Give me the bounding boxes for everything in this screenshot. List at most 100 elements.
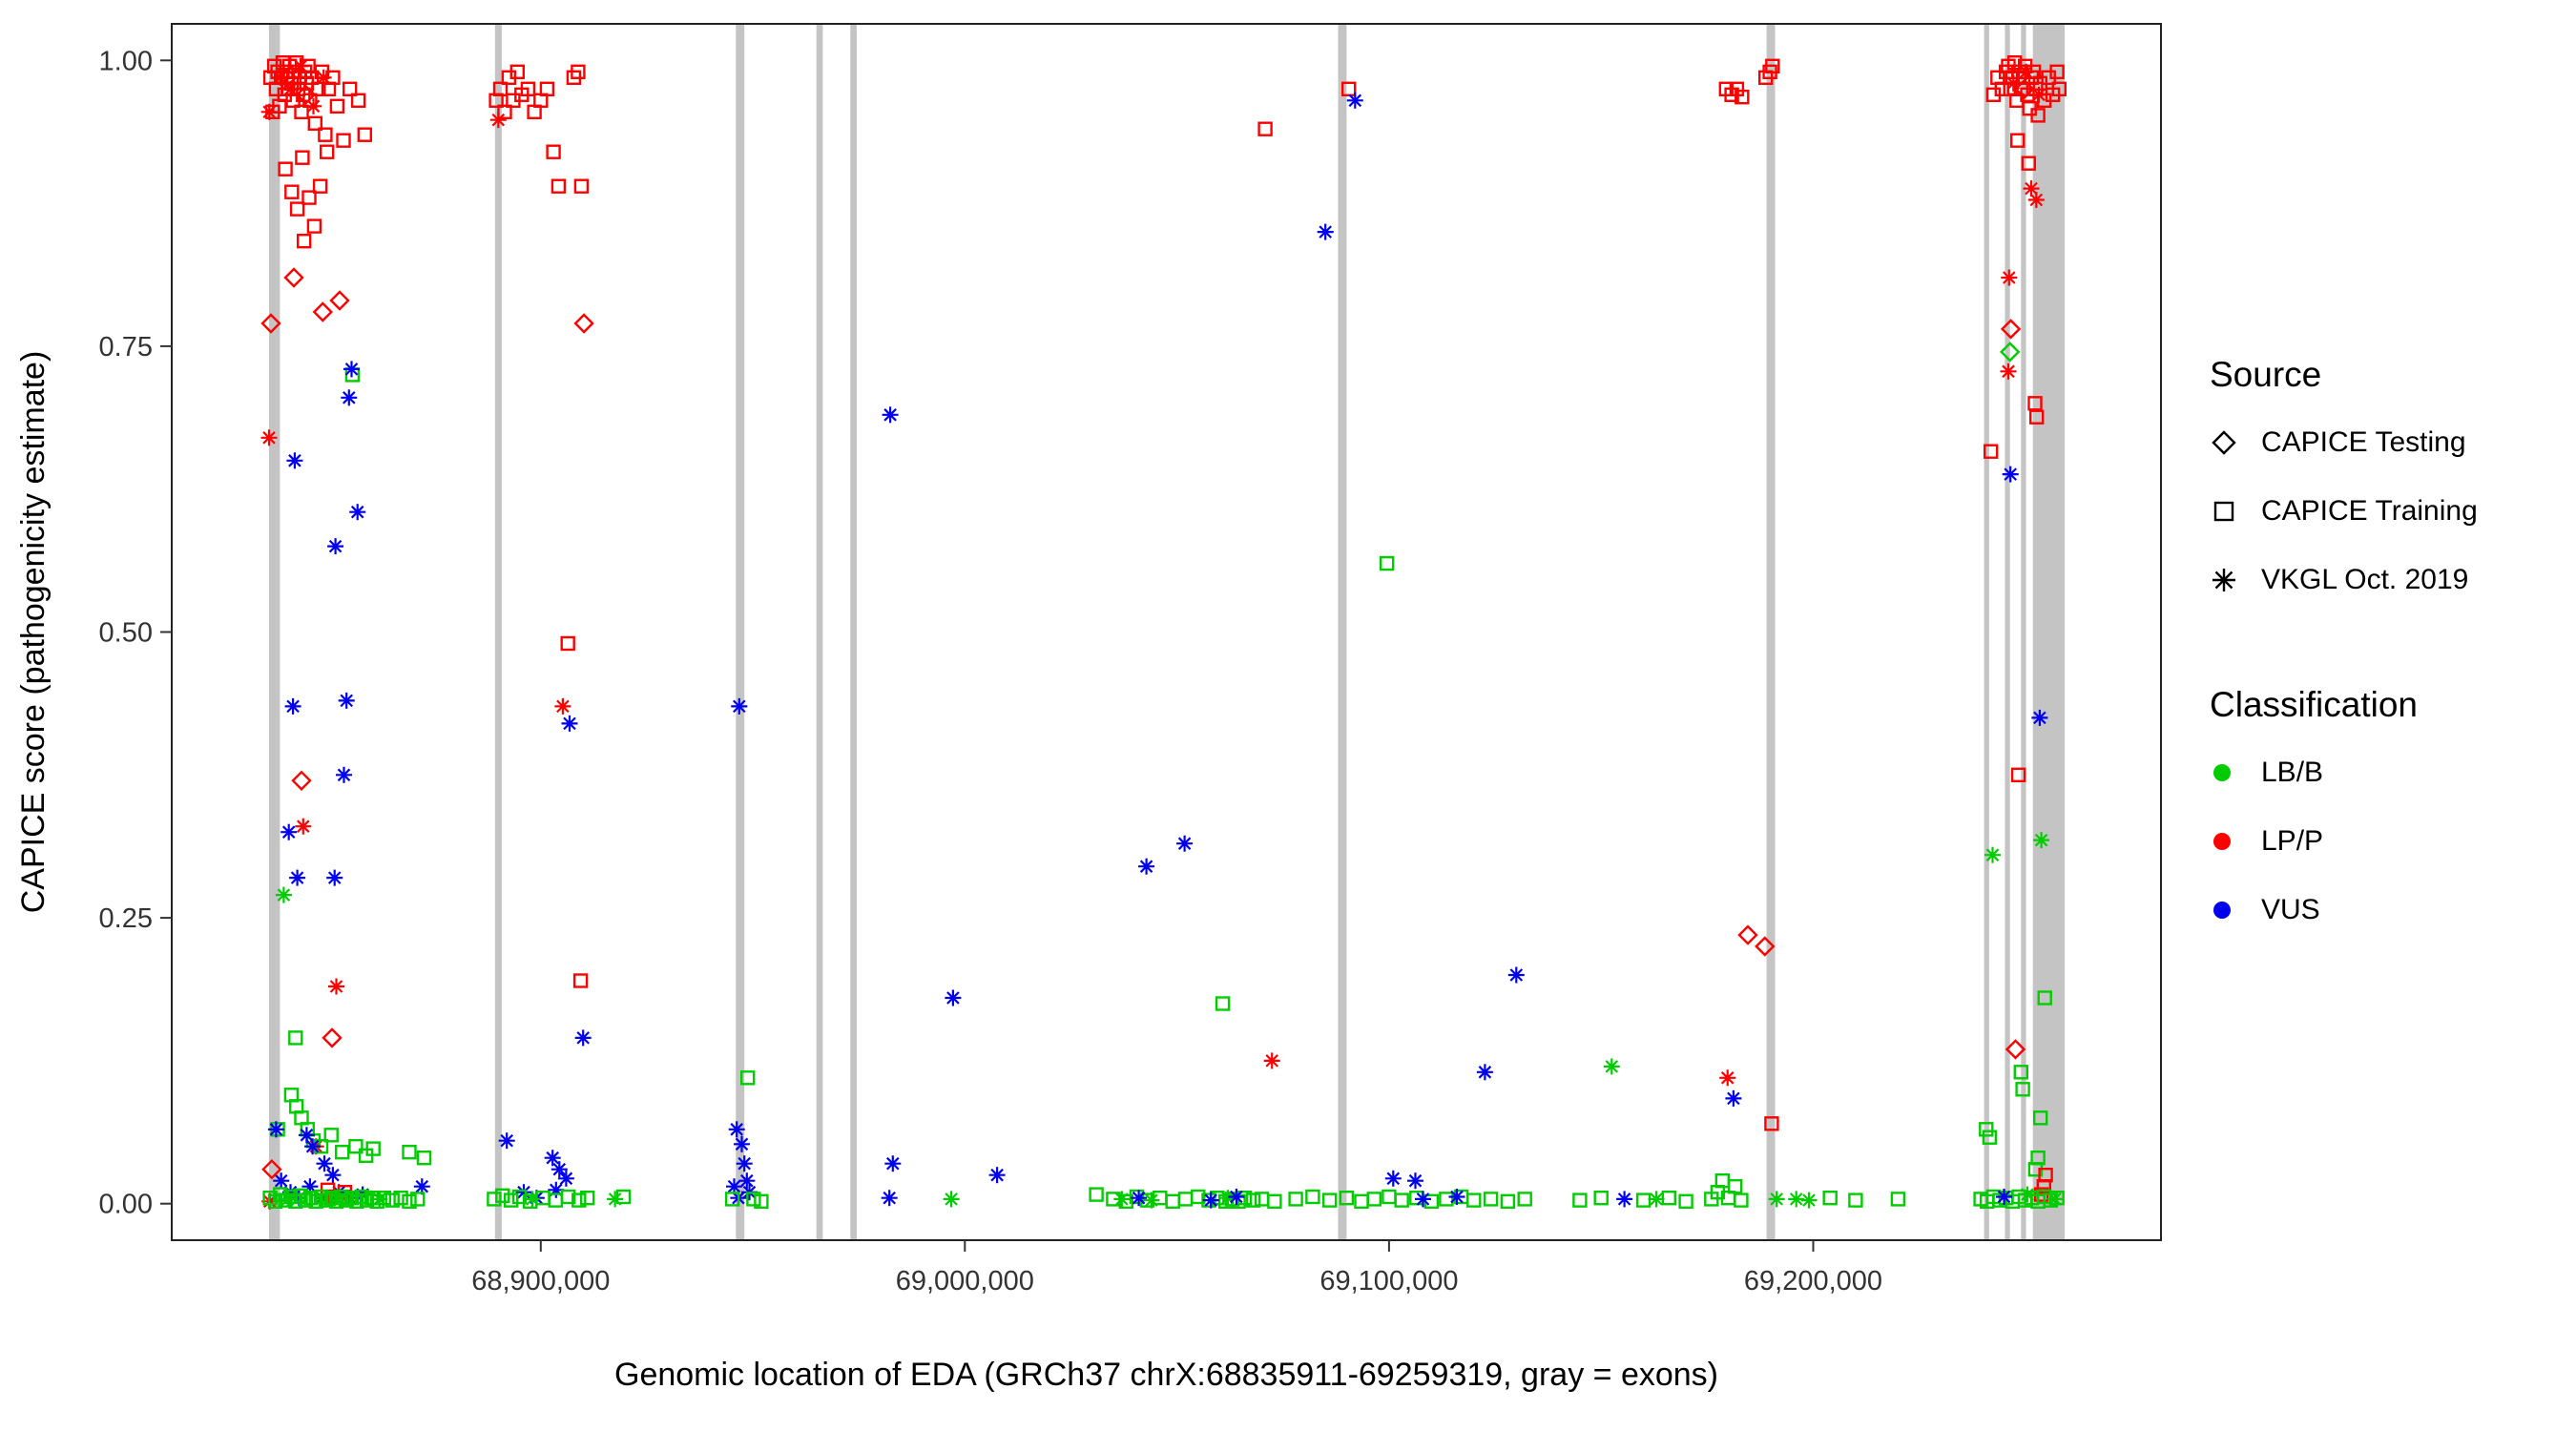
data-point-asterisk	[305, 97, 322, 114]
legend-item-label: VKGL Oct. 2019	[2261, 564, 2469, 595]
data-point-square	[297, 233, 312, 249]
data-point-asterisk	[1113, 1191, 1131, 1208]
data-point-asterisk	[304, 1138, 322, 1155]
data-point-asterisk	[557, 1170, 574, 1187]
data-point-square	[384, 1192, 400, 1208]
data-point-asterisk	[551, 1161, 568, 1178]
legend-item-label: VUS	[2261, 894, 2320, 925]
data-point-square	[2006, 55, 2023, 71]
data-point-square	[1366, 1192, 1382, 1207]
data-point-asterisk	[1719, 1069, 1736, 1087]
data-point-square	[539, 81, 555, 97]
data-point-asterisk	[1346, 92, 1363, 109]
data-point-square	[1764, 1116, 1779, 1131]
data-point-asterisk	[1138, 858, 1155, 875]
data-point-diamond	[2000, 319, 2022, 340]
data-point-square	[1288, 1192, 1303, 1207]
data-point-square	[278, 161, 293, 176]
data-point-diamond	[2005, 1039, 2026, 1060]
data-point-asterisk	[544, 1150, 561, 1167]
data-point-square	[1500, 1193, 1516, 1210]
data-point-asterisk	[734, 1135, 750, 1152]
data-point-asterisk	[1984, 846, 2001, 863]
data-point-square	[572, 973, 589, 988]
data-point-square	[335, 1144, 350, 1160]
data-point-square	[1678, 1193, 1693, 1210]
data-point-square	[1483, 1192, 1499, 1207]
data-point-asterisk	[736, 1155, 753, 1172]
data-point-square	[1848, 1192, 1863, 1208]
legend-item-label: CAPICE Training	[2261, 495, 2478, 527]
data-point-asterisk	[1176, 835, 1194, 852]
data-point-square	[580, 1190, 595, 1206]
data-point-asterisk	[489, 112, 507, 129]
data-point-asterisk	[280, 1191, 297, 1208]
data-point-square	[1635, 1192, 1652, 1208]
data-point-square	[511, 1189, 528, 1205]
data-point-diamond	[329, 290, 350, 311]
legend-source-group: Source CAPICE Testing CAPICE Training VK…	[2210, 355, 2563, 603]
data-point-asterisk	[1448, 1189, 1465, 1205]
data-point-square	[329, 98, 345, 114]
exon-band	[816, 24, 823, 1240]
data-point-asterisk	[1384, 1170, 1402, 1187]
data-point-diamond	[2014, 78, 2035, 99]
data-point-square	[1165, 1193, 1180, 1210]
data-point-square	[416, 1150, 432, 1166]
data-point-square	[1423, 1193, 1440, 1210]
y-tick-label: 0.75	[99, 332, 153, 363]
data-point-asterisk	[275, 886, 292, 903]
data-point-asterisk	[988, 1167, 1006, 1184]
data-point-square	[2032, 1110, 2048, 1126]
asterisk-icon	[2210, 561, 2248, 599]
data-point-square	[560, 635, 575, 652]
data-point-square	[289, 201, 305, 217]
data-point-asterisk	[371, 1191, 388, 1208]
data-point-square	[1517, 1192, 1532, 1207]
data-point-asterisk	[316, 1155, 333, 1172]
data-point-asterisk	[2019, 1186, 2036, 1203]
data-point-asterisk	[1219, 1190, 1236, 1207]
data-point-square	[2028, 409, 2045, 425]
x-tick-label: 69,000,000	[896, 1266, 1034, 1296]
data-point-square	[492, 81, 509, 97]
data-point-asterisk	[2000, 363, 2017, 380]
data-point-square	[487, 1192, 502, 1207]
data-point-square	[2027, 396, 2043, 411]
data-point-asterisk	[343, 361, 360, 378]
red-dot-icon	[2210, 822, 2248, 861]
data-point-square	[350, 93, 366, 109]
data-point-asterisk	[295, 818, 312, 835]
data-point-asterisk	[2001, 269, 2018, 286]
data-point-square	[1734, 1192, 1749, 1208]
data-point-square	[754, 1193, 769, 1210]
data-point-square	[357, 127, 372, 142]
data-point-asterisk	[328, 978, 344, 995]
data-point-square	[1340, 81, 1357, 97]
data-point-square	[1129, 1189, 1145, 1205]
data-point-square	[312, 178, 328, 194]
data-point-diamond	[573, 313, 594, 334]
data-point-square	[573, 178, 590, 194]
data-point-square	[365, 1141, 381, 1156]
data-point-asterisk	[943, 1191, 960, 1208]
data-point-square	[2015, 1082, 2030, 1097]
legend-item-vkgl: VKGL Oct. 2019	[2210, 557, 2563, 603]
data-point-diamond	[1737, 924, 1758, 945]
data-point-asterisk	[286, 452, 303, 469]
data-point-square	[1822, 1190, 1838, 1206]
legend-source-title: Source	[2210, 355, 2322, 394]
data-point-square	[1572, 1192, 1588, 1208]
data-point-square	[328, 1193, 344, 1210]
legend: Source CAPICE Testing CAPICE Training VK…	[2210, 355, 2563, 956]
data-point-asterisk	[1996, 1189, 2012, 1205]
data-point-square	[1153, 1190, 1168, 1206]
data-point-asterisk	[289, 869, 306, 886]
data-point-asterisk	[1507, 966, 1525, 984]
data-point-square	[307, 115, 322, 132]
square-icon	[2210, 492, 2248, 530]
data-point-square	[1394, 1192, 1409, 1208]
data-point-square	[561, 1189, 576, 1205]
data-point-asterisk	[1407, 1172, 1423, 1190]
data-point-asterisk	[524, 1191, 541, 1208]
